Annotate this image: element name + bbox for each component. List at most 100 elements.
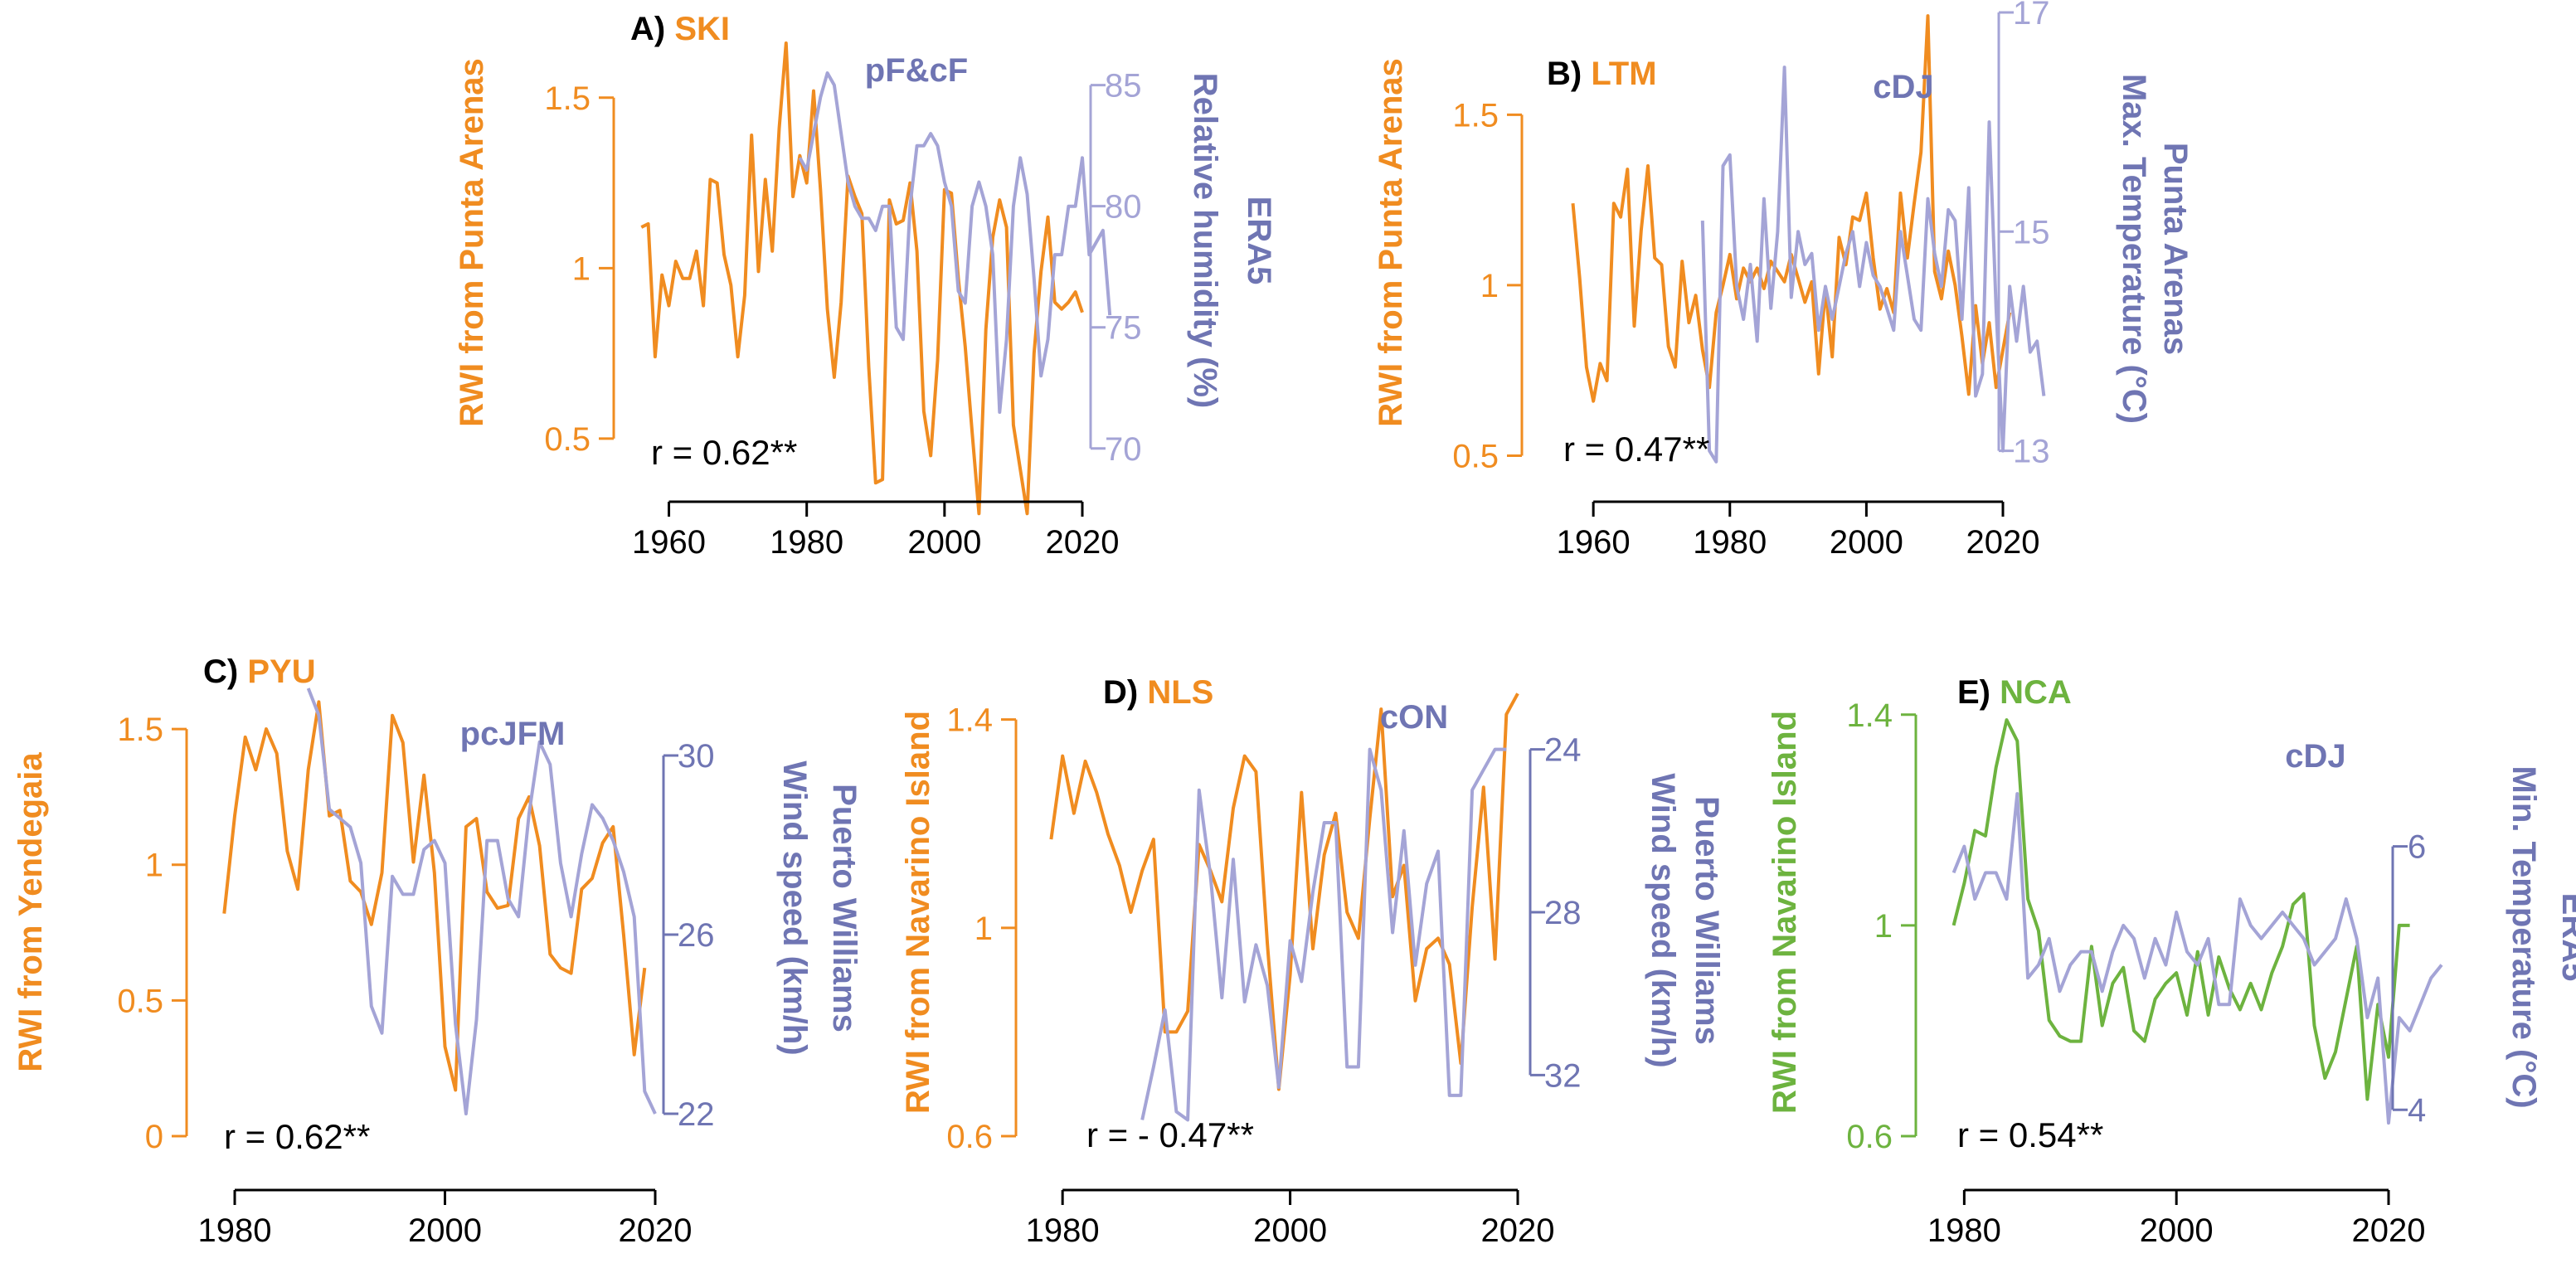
panel-letter: D) bbox=[1103, 674, 1138, 711]
y-tick-label-left: 1 bbox=[572, 250, 591, 287]
x-tick-label: 1980 bbox=[1927, 1212, 2001, 1249]
x-tick-label: 1980 bbox=[1693, 524, 1767, 561]
y-axis-label-left: RWI from Navarino Island bbox=[900, 711, 936, 1114]
panel-title: A) SKI bbox=[630, 11, 730, 47]
y-tick-label-right: 15 bbox=[2013, 214, 2050, 250]
y-tick-label-left: 0 bbox=[145, 1119, 163, 1155]
season-label: pcJFM bbox=[460, 716, 566, 752]
y-tick-label-left: 0.5 bbox=[117, 983, 163, 1019]
y-tick-label-right: 24 bbox=[1544, 732, 1582, 769]
panel-title-space bbox=[1138, 674, 1147, 711]
y-tick-label-left: 0.6 bbox=[1846, 1119, 1893, 1155]
x-tick-label: 1960 bbox=[1557, 524, 1631, 561]
x-tick-label: 2020 bbox=[1481, 1212, 1555, 1249]
series-line-climate bbox=[1700, 66, 2046, 464]
panel-letter: A) bbox=[630, 11, 665, 47]
y-axis-label-right: Relative humidity (%) bbox=[1187, 73, 1223, 409]
y-axis-label-left: RWI from Yendegaia bbox=[12, 752, 49, 1072]
y-axis-label-right: ERA5 bbox=[2555, 893, 2576, 982]
panel-site: PYU bbox=[247, 653, 315, 690]
panel-letter: C) bbox=[203, 653, 238, 690]
series-line-climate bbox=[1951, 792, 2443, 1125]
y-axis-label-right: Min. Temperature (°C) bbox=[2506, 765, 2542, 1108]
y-tick-label-left: 1 bbox=[1874, 908, 1893, 945]
correlation-label: r = - 0.47** bbox=[1086, 1115, 1254, 1154]
y-tick-label-right: 22 bbox=[678, 1096, 715, 1133]
chart-panel-pyu: 0 0.5 1 1.5 22 26 30 1980 2000 2020 RWI from Yende… bbox=[12, 653, 863, 1249]
y-tick-label-right: 70 bbox=[1105, 431, 1142, 468]
panel-site: SKI bbox=[674, 11, 730, 47]
panel-site: LTM bbox=[1591, 56, 1656, 92]
y-tick-label-right: 30 bbox=[678, 738, 715, 775]
y-tick-label-right: 4 bbox=[2408, 1092, 2426, 1129]
series-line-climate bbox=[798, 71, 1112, 414]
series-line-rwi bbox=[222, 700, 647, 1092]
season-label: cON bbox=[1380, 699, 1448, 736]
panel-title-space bbox=[1582, 56, 1591, 92]
x-tick-label: 2000 bbox=[1830, 524, 1903, 561]
y-tick-label-left: 1.4 bbox=[1846, 697, 1893, 734]
panel-letter: B) bbox=[1547, 56, 1582, 92]
y-axis-label-right: Wind speed (km/h) bbox=[1645, 773, 1681, 1067]
y-axis-label-right: ERA5 bbox=[1241, 197, 1277, 285]
panel-site: NLS bbox=[1147, 674, 1213, 711]
panel-title: C) PYU bbox=[203, 653, 316, 690]
panel-title: E) NCA bbox=[1957, 674, 2072, 711]
y-tick-label-right: 80 bbox=[1105, 189, 1142, 226]
panel-title: B) LTM bbox=[1547, 56, 1657, 92]
series-line-rwi bbox=[1951, 718, 2410, 1101]
y-tick-label-left: 1.5 bbox=[117, 712, 163, 748]
chart-panel-nca: 0.6 1 1.4 4 6 1980 2000 2020 RWI from Navarino I… bbox=[1767, 674, 2576, 1249]
panel-title-space bbox=[665, 11, 674, 47]
y-axis-label-right: Max. Temperature (°C) bbox=[2116, 74, 2152, 424]
y-tick-label-left: 1 bbox=[145, 848, 163, 884]
y-tick-label-right: 32 bbox=[1544, 1057, 1582, 1094]
x-tick-label: 2020 bbox=[2352, 1212, 2426, 1249]
series-line-climate bbox=[1140, 747, 1507, 1122]
correlation-label: r = 0.54** bbox=[1957, 1115, 2103, 1154]
y-tick-label-left: 1 bbox=[975, 911, 993, 947]
season-label: cDJ bbox=[2285, 738, 2345, 775]
y-tick-label-right: 28 bbox=[1544, 895, 1582, 931]
panel-title-space bbox=[1990, 674, 2000, 711]
x-tick-label: 2000 bbox=[408, 1212, 482, 1249]
x-tick-label: 2000 bbox=[2140, 1212, 2214, 1249]
y-axis-label-left: RWI from Punta Arenas bbox=[1373, 58, 1409, 427]
y-axis-label-right: Puerto Williams bbox=[1689, 796, 1725, 1045]
y-tick-label-left: 1.4 bbox=[946, 702, 993, 739]
x-tick-label: 1960 bbox=[632, 524, 706, 561]
correlation-label: r = 0.47** bbox=[1563, 430, 1709, 469]
y-tick-label-right: 26 bbox=[678, 917, 715, 954]
y-tick-label-left: 1 bbox=[1480, 268, 1499, 304]
x-tick-label: 2000 bbox=[1253, 1212, 1327, 1249]
x-tick-label: 2020 bbox=[1966, 524, 2040, 561]
y-tick-label-left: 0.5 bbox=[1452, 438, 1499, 474]
y-tick-label-right: 6 bbox=[2408, 829, 2426, 866]
y-tick-label-left: 0.5 bbox=[544, 421, 591, 458]
y-tick-label-left: 0.6 bbox=[946, 1119, 993, 1155]
chart-panel-nls: 0.6 1 1.4 24 28 32 1980 2000 2020 RWI from Navari… bbox=[900, 674, 1725, 1249]
y-tick-label-right: 13 bbox=[2013, 434, 2050, 470]
season-label: pF&cF bbox=[865, 52, 968, 89]
x-tick-label: 2020 bbox=[619, 1212, 693, 1249]
y-axis-label-right: Punta Arenas bbox=[2157, 143, 2194, 355]
panel-site: NCA bbox=[2000, 674, 2072, 711]
panel-title-space bbox=[238, 653, 247, 690]
series-line-climate bbox=[306, 687, 657, 1115]
x-tick-label: 1980 bbox=[770, 524, 843, 561]
chart-panel-ltm: 0.5 1 1.5 13 15 17 1960 1980 2000 2020 RWI from Pu… bbox=[1373, 0, 2194, 561]
panel-title: D) NLS bbox=[1103, 674, 1213, 711]
y-axis-label-right: Puerto Williams bbox=[826, 784, 863, 1032]
y-axis-label-right: Wind speed (km/h) bbox=[776, 760, 813, 1055]
x-tick-label: 2020 bbox=[1046, 524, 1120, 561]
x-tick-label: 1980 bbox=[1026, 1212, 1100, 1249]
panel-letter: E) bbox=[1957, 674, 1990, 711]
y-tick-label-right: 75 bbox=[1105, 310, 1142, 347]
y-tick-label-right: 85 bbox=[1105, 68, 1142, 104]
correlation-label: r = 0.62** bbox=[651, 433, 797, 472]
x-tick-label: 1980 bbox=[198, 1212, 272, 1249]
y-tick-label-left: 1.5 bbox=[1452, 97, 1499, 134]
y-tick-label-right: 17 bbox=[2013, 0, 2050, 32]
chart-panel-ski: 0.5 1 1.5 70 75 80 85 1960 1980 2000 2020 RWI from … bbox=[454, 11, 1277, 561]
